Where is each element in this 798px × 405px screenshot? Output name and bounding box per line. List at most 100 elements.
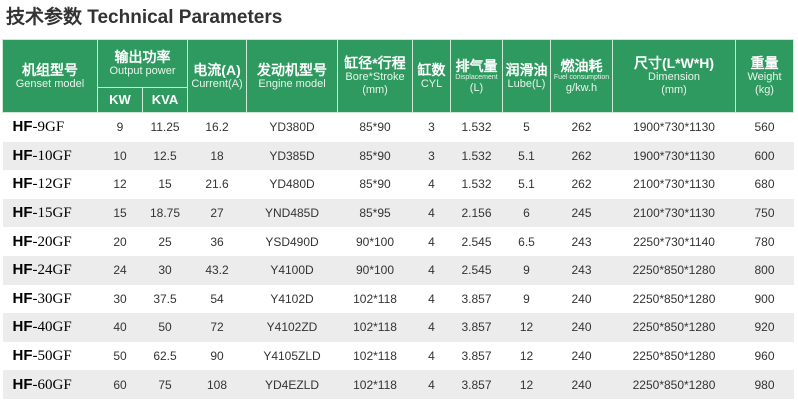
cell-kva: 15 xyxy=(142,170,188,199)
cell-weight: 780 xyxy=(735,227,794,256)
cell-model: HF-9GF xyxy=(2,112,98,142)
cell-kw: 12 xyxy=(97,170,143,199)
cell-model: HF-24GF xyxy=(2,255,98,285)
table-row: HF-24GF 24 30 43.2 Y4100D 90*100 4 2.545 9 243 225… xyxy=(2,255,794,285)
cell-kva: 12.5 xyxy=(142,141,188,171)
cell-engine: Y4102D xyxy=(246,284,338,314)
cell-current: 43.2 xyxy=(187,255,247,285)
cell-lube: 5.1 xyxy=(502,141,551,171)
model-suffix: -10GF xyxy=(32,147,72,164)
cell-engine: Y4100D xyxy=(246,255,338,285)
cell-weight: 680 xyxy=(735,170,794,199)
cell-bore: 102*118 xyxy=(337,370,413,399)
table-row: HF-60GF 60 75 108 YD4EZLD 102*118 4 3.857 12 240 2… xyxy=(2,370,794,399)
cell-current: 36 xyxy=(187,227,247,256)
cell-fuel: 262 xyxy=(550,112,613,142)
table-row: HF-20GF 20 25 36 YSD490D 90*100 4 2.545 6.5 243 22… xyxy=(2,227,794,256)
cell-cyl: 4 xyxy=(412,370,451,399)
cell-lube: 6 xyxy=(502,198,551,228)
cell-engine: YD480D xyxy=(246,170,338,199)
cell-cyl: 4 xyxy=(412,341,451,371)
cell-dim: 2250*850*1280 xyxy=(612,313,736,342)
cell-current: 54 xyxy=(187,284,247,314)
header-weight: 重量 Weight (kg) xyxy=(735,39,795,113)
model-prefix: HF xyxy=(12,318,33,336)
cell-dim: 2100*730*1130 xyxy=(612,198,736,228)
cell-kw: 30 xyxy=(97,284,143,314)
header-fuel: 燃油耗 Fuel consumption g/kw.h xyxy=(550,39,614,113)
cell-kva: 11.25 xyxy=(142,112,188,142)
cell-bore: 102*118 xyxy=(337,313,413,342)
cell-engine: YSD490D xyxy=(246,227,338,256)
cell-cyl: 4 xyxy=(412,227,451,256)
cell-lube: 12 xyxy=(502,370,551,399)
cell-model: HF-20GF xyxy=(2,227,98,256)
technical-parameters-table: 机组型号 Genset model 输出功率 Output power 电流(A) C… xyxy=(2,39,795,399)
cell-current: 27 xyxy=(187,198,247,228)
cell-fuel: 240 xyxy=(550,341,613,371)
cell-kw: 50 xyxy=(97,341,143,371)
cell-engine: YD380D xyxy=(246,112,338,142)
table-row: HF-9GF 9 11.25 16.2 YD380D 85*90 3 1.532 5 262 190… xyxy=(2,112,794,142)
cell-kw: 20 xyxy=(97,227,143,256)
cell-weight: 920 xyxy=(735,313,794,342)
cell-fuel: 240 xyxy=(550,370,613,399)
model-prefix: HF xyxy=(12,261,33,279)
cell-lube: 5.1 xyxy=(502,170,551,199)
model-suffix: -30GF xyxy=(32,290,72,307)
cell-bore: 85*90 xyxy=(337,170,413,199)
cell-fuel: 262 xyxy=(550,170,613,199)
model-suffix: -24GF xyxy=(32,262,72,279)
header-engine: 发动机型号 Engine model xyxy=(246,39,339,113)
cell-fuel: 240 xyxy=(550,284,613,314)
cell-disp: 2.545 xyxy=(450,255,503,285)
cell-lube: 12 xyxy=(502,313,551,342)
cell-lube: 6.5 xyxy=(502,227,551,256)
model-suffix: -40GF xyxy=(32,319,72,336)
cell-lube: 5 xyxy=(502,112,551,142)
model-prefix: HF xyxy=(12,375,33,393)
cell-kw: 9 xyxy=(97,112,143,142)
header-dim: 尺寸(L*W*H) Dimension (mm) xyxy=(612,39,737,113)
cell-kva: 18.75 xyxy=(142,198,188,228)
cell-dim: 2250*850*1280 xyxy=(612,284,736,314)
cell-kva: 37.5 xyxy=(142,284,188,314)
cell-lube: 9 xyxy=(502,284,551,314)
cell-kw: 15 xyxy=(97,198,143,228)
cell-dim: 1900*730*1130 xyxy=(612,141,736,171)
model-suffix: -12GF xyxy=(32,176,72,193)
model-suffix: -50GF xyxy=(32,348,72,365)
cell-kva: 30 xyxy=(142,255,188,285)
cell-engine: YND485D xyxy=(246,198,338,228)
cell-current: 72 xyxy=(187,313,247,342)
cell-dim: 2250*850*1280 xyxy=(612,370,736,399)
cell-bore: 102*118 xyxy=(337,284,413,314)
cell-weight: 960 xyxy=(735,341,794,371)
cell-kw: 60 xyxy=(97,370,143,399)
cell-dim: 1900*730*1130 xyxy=(612,112,736,142)
cell-disp: 1.532 xyxy=(450,170,503,199)
model-suffix: -60GF xyxy=(32,376,72,393)
cell-lube: 12 xyxy=(502,341,551,371)
table-row: HF-40GF 40 50 72 Y4102ZD 102*118 4 3.857 12 240 22… xyxy=(2,313,794,342)
header-model: 机组型号 Genset model xyxy=(2,39,98,113)
model-prefix: HF xyxy=(12,146,33,164)
cell-cyl: 3 xyxy=(412,112,451,142)
header-current: 电流(A) Current(A) xyxy=(187,39,248,113)
cell-disp: 1.532 xyxy=(450,141,503,171)
cell-disp: 3.857 xyxy=(450,284,503,314)
model-prefix: HF xyxy=(12,175,33,193)
cell-disp: 2.545 xyxy=(450,227,503,256)
cell-dim: 2250*850*1280 xyxy=(612,255,736,285)
cell-kw: 10 xyxy=(97,141,143,171)
cell-current: 18 xyxy=(187,141,247,171)
model-prefix: HF xyxy=(12,289,33,307)
header-cyl: 缸数 CYL xyxy=(412,39,452,113)
cell-model: HF-50GF xyxy=(2,341,98,371)
cell-disp: 3.857 xyxy=(450,341,503,371)
model-prefix: HF xyxy=(12,347,33,365)
cell-engine: YD385D xyxy=(246,141,338,171)
cell-engine: YD4EZLD xyxy=(246,370,338,399)
cell-model: HF-40GF xyxy=(2,313,98,342)
cell-bore: 85*90 xyxy=(337,112,413,142)
